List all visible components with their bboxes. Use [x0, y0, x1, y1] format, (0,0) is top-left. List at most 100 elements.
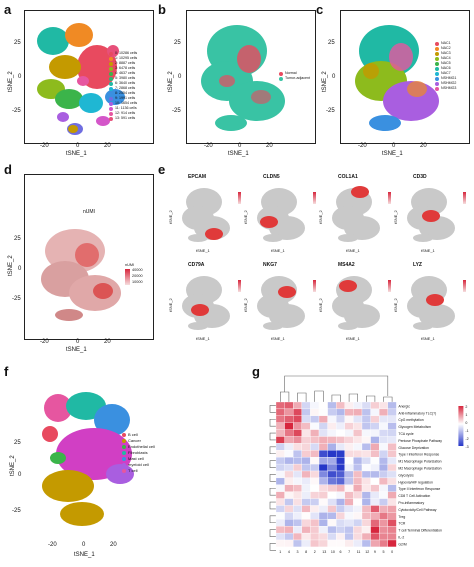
heatmap-cell: [387, 484, 397, 492]
panel-f-legend-swatch: [122, 439, 126, 443]
heatmap-cell: [284, 519, 294, 527]
panel-e-feature-plot: [257, 188, 305, 242]
panel-c-legend-label: NSHMG2: [441, 81, 457, 85]
panel-a-legend-item: 5: 3980 cells: [109, 76, 137, 81]
heatmap-cell: [318, 498, 328, 506]
panel-f-legend-swatch: [122, 469, 126, 473]
panel-b-legend-swatch: [279, 76, 283, 81]
heatmap-cell: [293, 408, 302, 416]
heatmap-cell: [284, 429, 294, 437]
panel-c-ylabel: tSNE_2: [322, 71, 328, 92]
heatmap-cell: [310, 532, 320, 541]
heatmap-row-label: Glycolysis: [398, 473, 414, 477]
heatmap-cell: [318, 443, 328, 451]
panel-b-ylabel: tSNE_2: [168, 71, 174, 92]
heatmap-cell: [284, 539, 294, 548]
panel-b-xtick-0: 0: [238, 143, 242, 149]
heatmap-cell: [275, 436, 285, 444]
heatmap-cell: [387, 470, 397, 479]
heatmap-cell: [370, 532, 380, 541]
heatmap-cell: [327, 470, 337, 479]
panel-d-ytick-0: 0: [18, 266, 22, 272]
heatmap-col-label: 12: [365, 550, 369, 554]
panel-e-ylabel: tSNE_2: [393, 210, 398, 224]
panel-b-legend-item: Normal: [279, 71, 310, 76]
panel-a-legend-item: 1: 10295 cells: [109, 56, 137, 61]
panel-e-expression-hotspot: [422, 210, 440, 222]
heatmap-cell: [301, 498, 311, 506]
heatmap-cell: [387, 505, 397, 513]
heatmap-cell: [344, 415, 354, 423]
heatmap-cell: [379, 450, 388, 458]
panel-c-legend-item: NAC5: [435, 61, 456, 66]
heatmap-cell: [361, 519, 371, 527]
heatmap-row-label: M1 Macrophage Polarization: [398, 460, 441, 464]
heatmap-cell: [310, 415, 320, 423]
heatmap-cell: [284, 443, 294, 451]
heatmap-cell: [310, 505, 320, 513]
panel-e-gene-title: CLDN5: [263, 174, 280, 180]
panel-e-ylabel: tSNE_2: [168, 210, 173, 224]
panel-d-scatter: [41, 229, 121, 321]
panel-d-letter: d: [4, 162, 12, 177]
heatmap-cell: [336, 477, 345, 485]
heatmap-cell: [336, 401, 345, 410]
heatmap-cell: [353, 519, 363, 527]
heatmap-cell: [370, 457, 380, 465]
panel-f-legend: B cell Cancer Endothelial cell Fibroblasts M…: [122, 432, 155, 474]
panel-e-expression-hotspot: [278, 286, 296, 298]
heatmap-cell: [353, 429, 363, 437]
heatmap-cell: [361, 408, 371, 416]
panel-f-ytick-0: 0: [18, 472, 22, 478]
heatmap-cell: [344, 457, 354, 465]
heatmap-cell: [301, 422, 311, 430]
panel-a-ylabel: tSNE_2: [8, 71, 14, 92]
heatmap-cell: [379, 443, 388, 451]
panel-c-legend-item: NSHMG2: [435, 81, 456, 86]
heatmap-cell: [370, 408, 380, 416]
heatmap-cell: [361, 429, 371, 437]
heatmap-cell: [344, 519, 354, 527]
heatmap-cell: [370, 526, 380, 534]
panel-f-legend-item: B cell: [122, 432, 155, 438]
heatmap-cell: [344, 408, 354, 416]
heatmap-row-label: G2/M: [398, 542, 406, 546]
heatmap-cell: [310, 463, 320, 472]
heatmap-cell: [353, 470, 363, 479]
panel-a-legend-swatch: [109, 86, 113, 91]
panel-d-xtick-m20: -20: [40, 339, 49, 345]
heatmap-cell: [370, 512, 380, 520]
heatmap-cell: [387, 498, 397, 506]
heatmap-cell: [318, 463, 328, 472]
dendrogram-branch: [269, 474, 276, 482]
panel-e-xlabel: tSNE_1: [346, 336, 360, 341]
panel-a-letter: a: [4, 2, 12, 17]
panel-e-colorbar: [238, 192, 241, 204]
heatmap-cell: [379, 436, 388, 444]
heatmap-cell: [387, 477, 397, 485]
panel-e-cell-cloud: [338, 322, 358, 330]
heatmap-cell: [310, 401, 320, 410]
panel-c-legend-swatch: [435, 61, 439, 66]
dendrogram-branch: [280, 391, 290, 402]
dendrogram-branch: [297, 392, 307, 402]
panel-e-gene-title: COL1A1: [338, 174, 358, 180]
panel-a-legend-label: 5: 3980 cells: [115, 76, 136, 80]
heatmap-cell: [379, 477, 388, 485]
heatmap-cell: [353, 532, 363, 541]
heatmap-cell: [310, 422, 320, 430]
heatmap-cell: [344, 443, 354, 451]
heatmap-cell: [336, 408, 345, 416]
heatmap-cell: [327, 457, 337, 465]
panel-a-legend-item: 8: 2554 cells: [109, 91, 137, 96]
heatmap-cell: [318, 532, 328, 541]
heatmap-cell: [310, 498, 320, 506]
heatmap-cell: [361, 443, 371, 451]
heatmap-cell: [379, 505, 388, 513]
panel-f-plot: B cell Cancer Endothelial cell Fibroblasts M…: [28, 376, 158, 540]
panel-e-gene-title: NKG7: [263, 262, 277, 268]
panel-d-xtick-20: 20: [104, 339, 111, 345]
panel-d-ylabel: tSNE_2: [8, 255, 14, 276]
heatmap-cell: [318, 491, 328, 499]
dendrogram-branch: [366, 395, 376, 402]
